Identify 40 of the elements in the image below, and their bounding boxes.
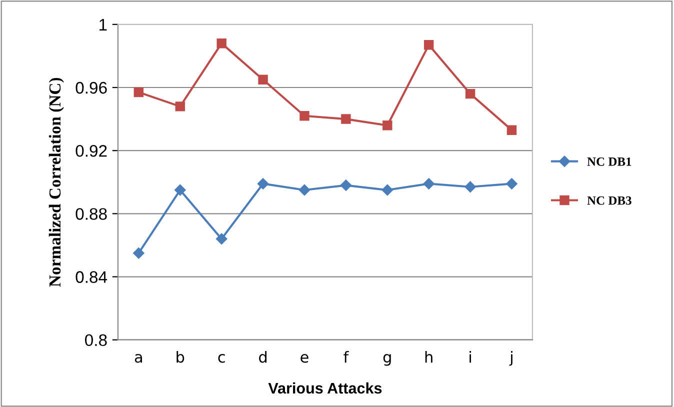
point xyxy=(175,102,185,112)
point xyxy=(174,184,186,196)
x-tick-label: h xyxy=(425,350,432,363)
point xyxy=(464,181,476,192)
x-tick-label: c xyxy=(218,354,225,363)
point xyxy=(216,38,226,48)
point xyxy=(257,178,269,190)
x-tick-label: g xyxy=(383,354,391,366)
point xyxy=(298,184,310,196)
y-tick-label: 0.84 xyxy=(76,271,108,283)
point xyxy=(423,178,434,190)
x-tick-label: e xyxy=(300,354,308,363)
x-tick-label: d xyxy=(259,350,266,363)
y-tick-label: 0.96 xyxy=(76,82,107,94)
point xyxy=(341,114,351,124)
point xyxy=(134,87,144,98)
point xyxy=(133,247,144,259)
y-tick-label: 0.92 xyxy=(76,144,107,157)
point xyxy=(382,184,393,196)
legend-label: NC DB1 xyxy=(587,157,632,166)
point xyxy=(258,74,268,84)
point xyxy=(424,40,434,50)
y-tick-label: 1 xyxy=(100,18,107,30)
point xyxy=(506,125,517,135)
point xyxy=(340,180,352,191)
x-axis-title: Various Attacks xyxy=(268,382,382,394)
x-tick-label: f xyxy=(344,350,349,363)
point xyxy=(506,178,518,190)
point xyxy=(382,120,392,130)
point xyxy=(465,88,476,99)
point xyxy=(300,111,310,121)
y-axis-title: Normalized Correlation (NC) xyxy=(48,78,64,287)
x-tick-label: j xyxy=(509,350,512,366)
legend-label: NC DB3 xyxy=(587,196,632,205)
y-tick-label: 0.88 xyxy=(76,208,107,220)
x-tick-label: i xyxy=(470,350,471,363)
x-tick-label: a xyxy=(134,354,142,363)
point xyxy=(216,233,228,245)
y-tick-label: 0.8 xyxy=(85,334,107,346)
x-tick-label: b xyxy=(176,350,184,363)
